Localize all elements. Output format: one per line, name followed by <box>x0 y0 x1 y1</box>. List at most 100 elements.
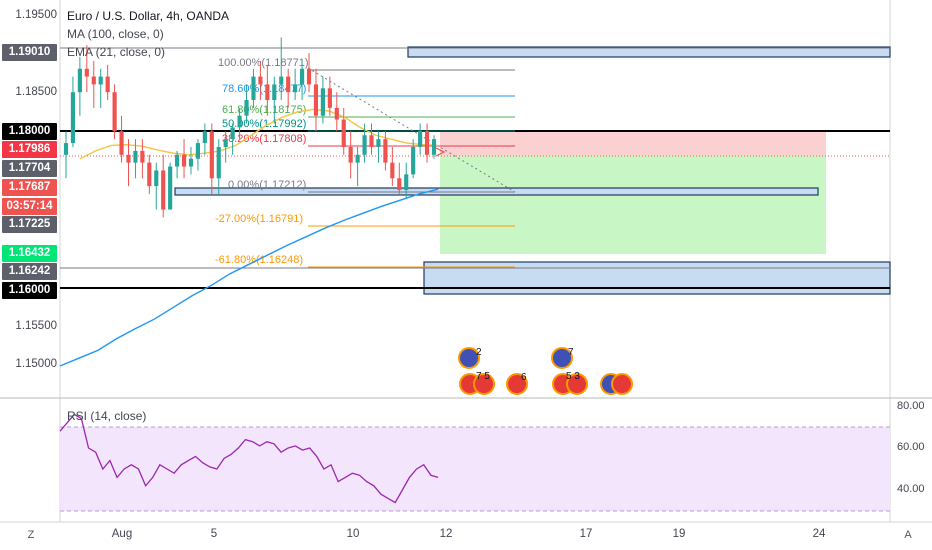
candle[interactable] <box>119 131 124 155</box>
candle[interactable] <box>77 68 82 93</box>
us-event-icon[interactable] <box>566 373 588 395</box>
fib-label-500: 50.00%(1.17992) <box>222 118 306 130</box>
candle[interactable] <box>202 131 207 144</box>
rsi-series[interactable] <box>59 413 439 504</box>
ema-value-tag: 1.17704 <box>2 160 57 177</box>
price-axis-label: 1.15500 <box>15 320 57 332</box>
candle[interactable] <box>390 162 395 179</box>
candle[interactable] <box>223 139 228 147</box>
candle[interactable] <box>265 84 270 101</box>
candle[interactable] <box>91 76 96 85</box>
event-badge-1: 2 <box>476 347 482 358</box>
stop-loss-zone[interactable] <box>440 131 826 155</box>
event-badge-4: 6 <box>521 372 527 383</box>
candle[interactable] <box>168 166 173 210</box>
rsi-axis-label: 80.00 <box>897 400 925 412</box>
candle[interactable] <box>112 92 117 132</box>
candle[interactable] <box>70 92 76 144</box>
event-badge-3: 7 5 <box>476 371 490 382</box>
level-tag-116000: 1.16000 <box>2 282 57 299</box>
target-level-tag: 1.16432 <box>2 245 57 262</box>
fib-label-382: 38.20%(1.17808) <box>222 133 306 145</box>
candle[interactable] <box>147 162 152 187</box>
candle[interactable] <box>334 107 339 120</box>
candle[interactable] <box>383 139 388 163</box>
candle[interactable] <box>258 76 263 85</box>
candle[interactable] <box>355 154 360 163</box>
take-profit-zone[interactable] <box>440 155 826 254</box>
ma-100-line[interactable] <box>59 188 439 367</box>
candle[interactable] <box>348 146 353 163</box>
candle[interactable] <box>397 178 402 190</box>
candle[interactable] <box>216 146 221 179</box>
candle[interactable] <box>154 170 159 187</box>
candle[interactable] <box>98 76 103 85</box>
ma-legend[interactable]: MA (100, close, 0) <box>67 27 164 41</box>
rsi-legend[interactable]: RSI (14, close) <box>67 409 147 423</box>
candlestick-series[interactable] <box>63 37 437 218</box>
candle[interactable] <box>84 68 89 77</box>
candle[interactable] <box>299 68 305 85</box>
candle[interactable] <box>362 135 367 155</box>
time-axis-label: 10 <box>346 528 360 540</box>
candle[interactable] <box>237 115 242 128</box>
candle[interactable] <box>313 84 319 116</box>
eu-event-icon[interactable] <box>458 347 480 369</box>
zoom-toggle-button[interactable]: Z <box>27 529 35 541</box>
fib-retracement[interactable]: 100.00%(1.18771) 78.60%(1.18477) 61.80%(… <box>215 57 516 268</box>
candle[interactable] <box>175 154 180 167</box>
candle[interactable] <box>418 131 423 147</box>
candle[interactable] <box>431 139 437 155</box>
candle[interactable] <box>161 170 166 210</box>
candle[interactable] <box>126 154 131 163</box>
candle[interactable] <box>140 150 145 163</box>
event-badge-5: 5 3 <box>566 371 580 382</box>
candle[interactable] <box>209 131 214 179</box>
rsi-line[interactable] <box>59 413 439 504</box>
price-axis-label: 1.19500 <box>15 9 57 21</box>
time-axis-label: Aug <box>111 528 133 540</box>
candle[interactable] <box>133 150 138 163</box>
candle[interactable] <box>411 146 416 175</box>
candle[interactable] <box>320 88 325 116</box>
fib-label-000: 0.00%(1.17212) <box>228 179 306 191</box>
candle[interactable] <box>105 76 110 93</box>
us-event-icon[interactable] <box>473 373 495 395</box>
candle[interactable] <box>341 119 346 147</box>
candle[interactable] <box>293 84 298 93</box>
resistance-zone-rect[interactable] <box>407 46 891 58</box>
rsi-axis-label: 40.00 <box>897 483 925 495</box>
time-axis-label: 19 <box>672 528 686 540</box>
rsi-band <box>60 427 890 511</box>
candle[interactable] <box>404 174 409 190</box>
fib-trend-line[interactable] <box>307 67 516 193</box>
candle[interactable] <box>327 88 332 108</box>
candle[interactable] <box>63 143 69 155</box>
candle[interactable] <box>369 135 374 147</box>
candle[interactable] <box>272 84 277 101</box>
candle[interactable] <box>286 76 291 93</box>
auto-scale-button[interactable]: A <box>904 529 912 541</box>
candle[interactable] <box>251 76 256 101</box>
candle[interactable] <box>424 131 430 155</box>
candle[interactable] <box>181 154 187 167</box>
candle[interactable] <box>279 76 284 85</box>
event-badge-2: 7 <box>568 347 574 358</box>
eu-event-icon[interactable] <box>551 347 573 369</box>
fib-label-100: 100.00%(1.18771) <box>218 57 309 69</box>
candle[interactable] <box>195 143 201 159</box>
symbol-title[interactable]: Euro / U.S. Dollar, 4h, OANDA <box>67 9 230 23</box>
us-event-icon[interactable] <box>506 373 528 395</box>
candle[interactable] <box>376 139 381 147</box>
candle[interactable] <box>230 127 235 140</box>
economic-events[interactable]: 2 7 7 5 6 5 3 <box>458 347 633 395</box>
fib-label-m27: -27.00%(1.16791) <box>215 213 303 225</box>
candle[interactable] <box>306 68 312 85</box>
candle[interactable] <box>244 100 249 116</box>
us-event-icon[interactable] <box>611 373 633 395</box>
ma-100-series[interactable] <box>59 188 439 367</box>
candle[interactable] <box>188 158 194 167</box>
ema-legend[interactable]: EMA (21, close, 0) <box>67 45 166 59</box>
